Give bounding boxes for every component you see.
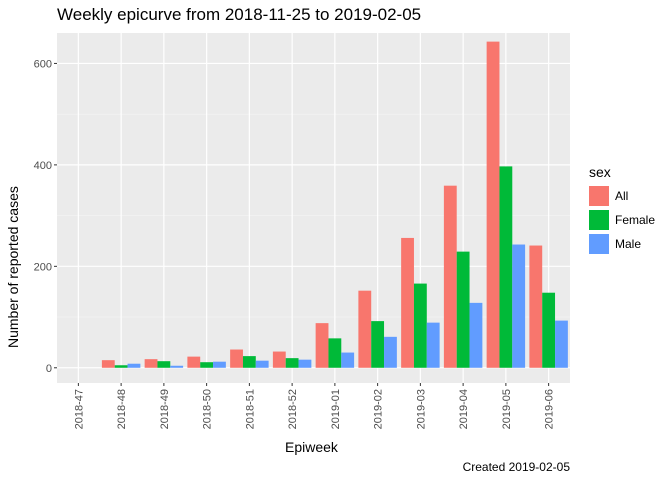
- legend-key-female: [589, 210, 609, 230]
- legend-key-all: [589, 186, 609, 206]
- y-axis-label: Number of reported cases: [5, 186, 21, 348]
- legend-label-female: Female: [615, 213, 656, 227]
- x-axis-label: Epiweek: [285, 439, 338, 455]
- bar-male-2018-51: [255, 360, 269, 368]
- bar-female-2019-01: [328, 338, 342, 368]
- x-tick-label-2019-01: 2019-01: [330, 389, 342, 429]
- bar-male-2019-06: [555, 320, 568, 368]
- x-tick-label-2019-06: 2019-06: [544, 389, 556, 429]
- bar-all-2018-48: [101, 360, 115, 368]
- y-tick-label: 200: [34, 261, 52, 273]
- bar-all-2018-50: [187, 356, 201, 368]
- x-tick-label-2019-02: 2019-02: [373, 389, 385, 429]
- x-axis: 2018-47 2018-48 2018-49 2018-50 2018-51 2018-…: [73, 383, 556, 429]
- y-tick-label: 600: [34, 58, 52, 70]
- bar-female-2018-49: [157, 361, 171, 368]
- bar-male-2018-49: [170, 365, 184, 368]
- legend-title: sex: [589, 164, 611, 180]
- legend-key-male: [589, 234, 609, 254]
- bar-male-2018-48: [127, 363, 141, 368]
- bar-male-2018-52: [298, 359, 312, 368]
- y-tick-label: 400: [34, 160, 52, 172]
- bar-all-2019-04: [443, 185, 457, 368]
- x-tick-label-2018-48: 2018-48: [116, 389, 128, 429]
- x-tick-label-2018-47: 2018-47: [73, 389, 85, 429]
- x-tick-label-2019-05: 2019-05: [501, 389, 513, 429]
- bar-all-2019-06: [529, 245, 543, 368]
- x-tick-label-2018-51: 2018-51: [244, 389, 256, 429]
- legend-item-male: Male: [589, 232, 655, 256]
- plot-panel: [57, 33, 570, 383]
- legend-label-male: Male: [615, 237, 642, 251]
- legend-item-female: Female: [589, 208, 655, 232]
- bar-male-2019-01: [341, 352, 355, 368]
- minor-gridlines: [57, 113, 570, 318]
- bar-male-2019-04: [469, 302, 483, 368]
- x-tick-label-2018-49: 2018-49: [159, 389, 171, 429]
- bar-all-2019-05: [486, 41, 500, 368]
- y-tick-label: 0: [46, 363, 52, 375]
- bar-female-2018-51: [242, 356, 256, 368]
- bar-male-2019-02: [384, 336, 397, 368]
- x-tick-label-2018-52: 2018-52: [287, 389, 299, 429]
- y-axis: 0 200 400 600: [34, 58, 57, 375]
- x-tick-label-2019-03: 2019-03: [415, 389, 427, 429]
- bar-all-2019-03: [401, 237, 414, 368]
- bar-male-2019-03: [426, 322, 440, 368]
- bar-female-2019-03: [413, 283, 427, 368]
- x-tick-label-2019-04: 2019-04: [458, 389, 470, 429]
- bar-all-2019-02: [358, 290, 372, 368]
- chart-title: Weekly epicurve from 2018-11-25 to 2019-…: [57, 5, 422, 24]
- bar-female-2019-04: [456, 251, 470, 368]
- bar-female-2018-50: [200, 362, 214, 368]
- bar-female-2018-48: [114, 365, 128, 368]
- bar-female-2019-06: [542, 292, 556, 368]
- bar-male-2018-50: [213, 361, 226, 368]
- bar-all-2018-51: [230, 349, 243, 368]
- caption: Created 2019-02-05: [462, 460, 570, 474]
- bar-all-2018-52: [272, 351, 286, 368]
- legend: sex All Female Male: [589, 164, 655, 256]
- bar-female-2019-05: [499, 166, 513, 368]
- bar-male-2019-05: [512, 244, 526, 368]
- bar-all-2019-01: [315, 323, 329, 368]
- bar-female-2018-52: [285, 358, 299, 368]
- bar-female-2019-02: [371, 321, 385, 368]
- legend-label-all: All: [615, 189, 629, 203]
- legend-item-all: All: [589, 184, 655, 208]
- x-tick-label-2018-50: 2018-50: [202, 389, 214, 429]
- bar-all-2018-49: [144, 359, 158, 368]
- bars: [101, 41, 568, 368]
